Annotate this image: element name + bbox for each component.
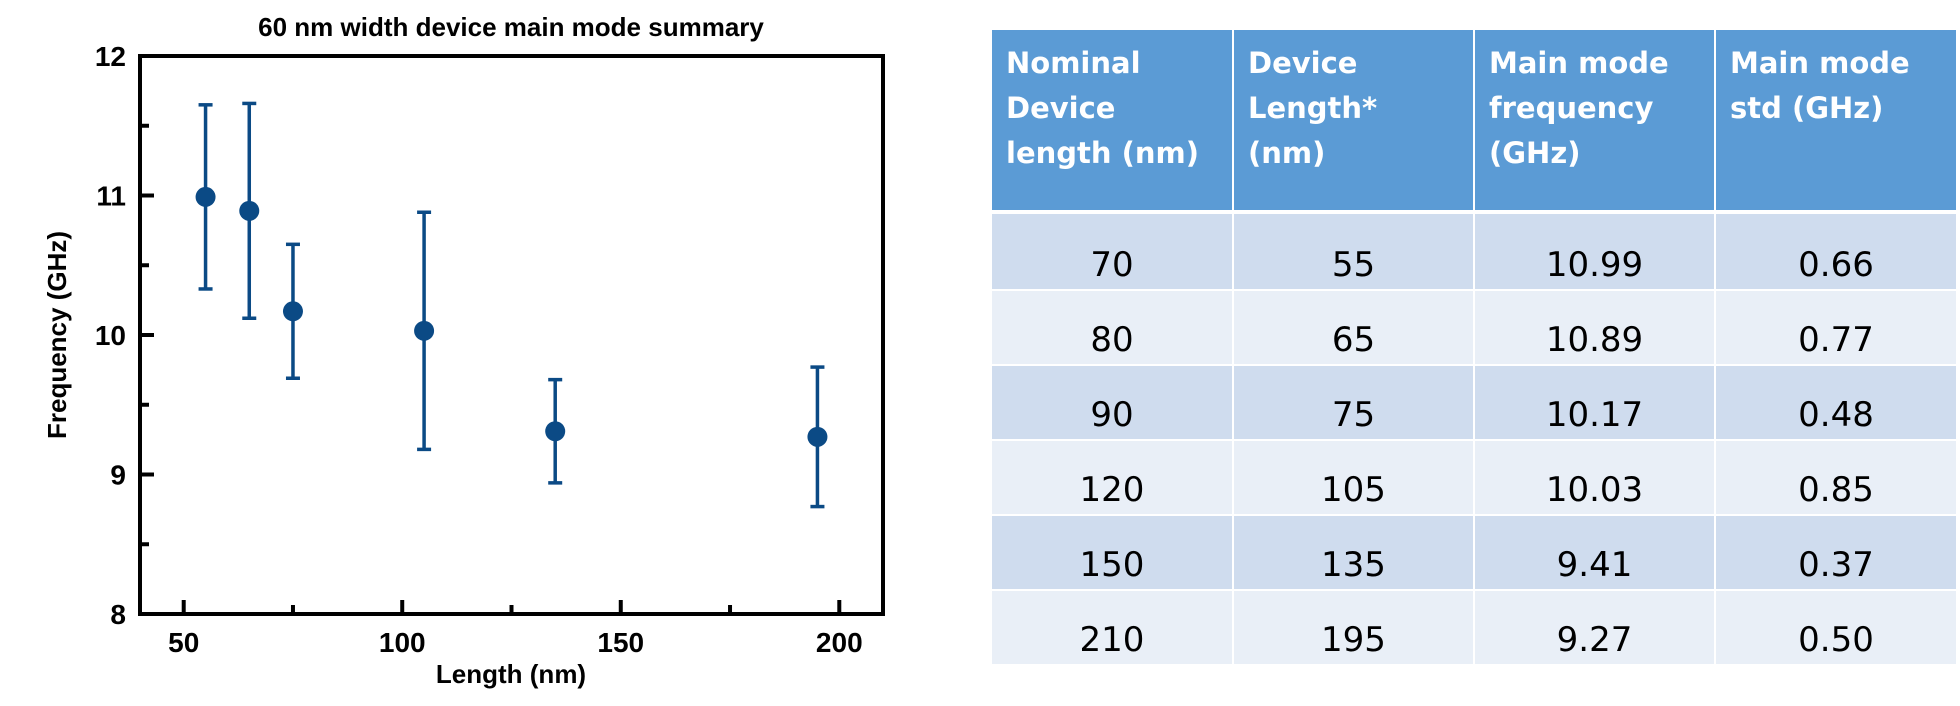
y-tick-label: 8 — [110, 599, 126, 630]
cell-frequency: 10.89 — [1474, 290, 1716, 366]
table-row: 70 55 10.99 0.66 — [992, 212, 1956, 291]
summary-table: Nominal Device length (nm) Device Length… — [992, 30, 1956, 666]
header-nominal-length: Nominal Device length (nm) — [992, 30, 1234, 214]
data-point — [282, 301, 303, 322]
header-main-mode-std: Main mode std (GHz) — [1715, 30, 1956, 214]
table-row: 90 75 10.17 0.48 — [992, 365, 1956, 441]
y-tick-label: 9 — [110, 460, 126, 491]
x-tick-label: 100 — [379, 627, 426, 658]
summary-table-panel: Nominal Device length (nm) Device Length… — [992, 30, 1956, 666]
cell-frequency: 9.27 — [1474, 590, 1716, 666]
cell-nominal-length: 70 — [992, 212, 1234, 291]
x-tick-label: 200 — [816, 627, 863, 658]
y-axis-label: Frequency (GHz) — [42, 231, 72, 439]
cell-std: 0.48 — [1715, 365, 1956, 441]
y-tick-label: 12 — [95, 41, 126, 72]
data-point — [807, 426, 828, 447]
data-point — [239, 200, 260, 221]
table-row: 210 195 9.27 0.50 — [992, 590, 1956, 666]
cell-device-length: 105 — [1233, 440, 1475, 516]
cell-device-length: 65 — [1233, 290, 1475, 366]
cell-frequency: 10.17 — [1474, 365, 1716, 441]
header-main-mode-frequency: Main mode frequency (GHz) — [1474, 30, 1716, 214]
data-point — [414, 320, 435, 341]
cell-nominal-length: 150 — [992, 515, 1234, 591]
table-header-row: Nominal Device length (nm) Device Length… — [992, 30, 1956, 214]
cell-frequency: 10.03 — [1474, 440, 1716, 516]
cell-nominal-length: 210 — [992, 590, 1234, 666]
table-row: 120 105 10.03 0.85 — [992, 440, 1956, 516]
x-tick-label: 50 — [168, 627, 199, 658]
cell-std: 0.85 — [1715, 440, 1956, 516]
data-point — [545, 421, 566, 442]
cell-device-length: 55 — [1233, 212, 1475, 291]
y-tick-label: 10 — [95, 320, 126, 351]
table-row: 80 65 10.89 0.77 — [992, 290, 1956, 366]
cell-std: 0.66 — [1715, 212, 1956, 291]
cell-frequency: 9.41 — [1474, 515, 1716, 591]
header-device-length: Device Length* (nm) — [1233, 30, 1475, 214]
chart-title: 60 nm width device main mode summary — [258, 12, 764, 42]
cell-frequency: 10.99 — [1474, 212, 1716, 291]
cell-nominal-length: 120 — [992, 440, 1234, 516]
cell-device-length: 195 — [1233, 590, 1475, 666]
cell-std: 0.50 — [1715, 590, 1956, 666]
table-row: 150 135 9.41 0.37 — [992, 515, 1956, 591]
cell-nominal-length: 90 — [992, 365, 1234, 441]
cell-std: 0.37 — [1715, 515, 1956, 591]
cell-device-length: 135 — [1233, 515, 1475, 591]
x-tick-label: 150 — [597, 627, 644, 658]
x-axis-label: Length (nm) — [436, 659, 586, 689]
plot-frame — [138, 54, 885, 616]
data-point — [195, 186, 216, 207]
y-tick-label: 11 — [96, 181, 126, 212]
cell-device-length: 75 — [1233, 365, 1475, 441]
cell-std: 0.77 — [1715, 290, 1956, 366]
scatter-chart: 60 nm width device main mode summary Len… — [42, 12, 885, 689]
chart-panel: 60 nm width device main mode summary Len… — [0, 0, 960, 706]
cell-nominal-length: 80 — [992, 290, 1234, 366]
